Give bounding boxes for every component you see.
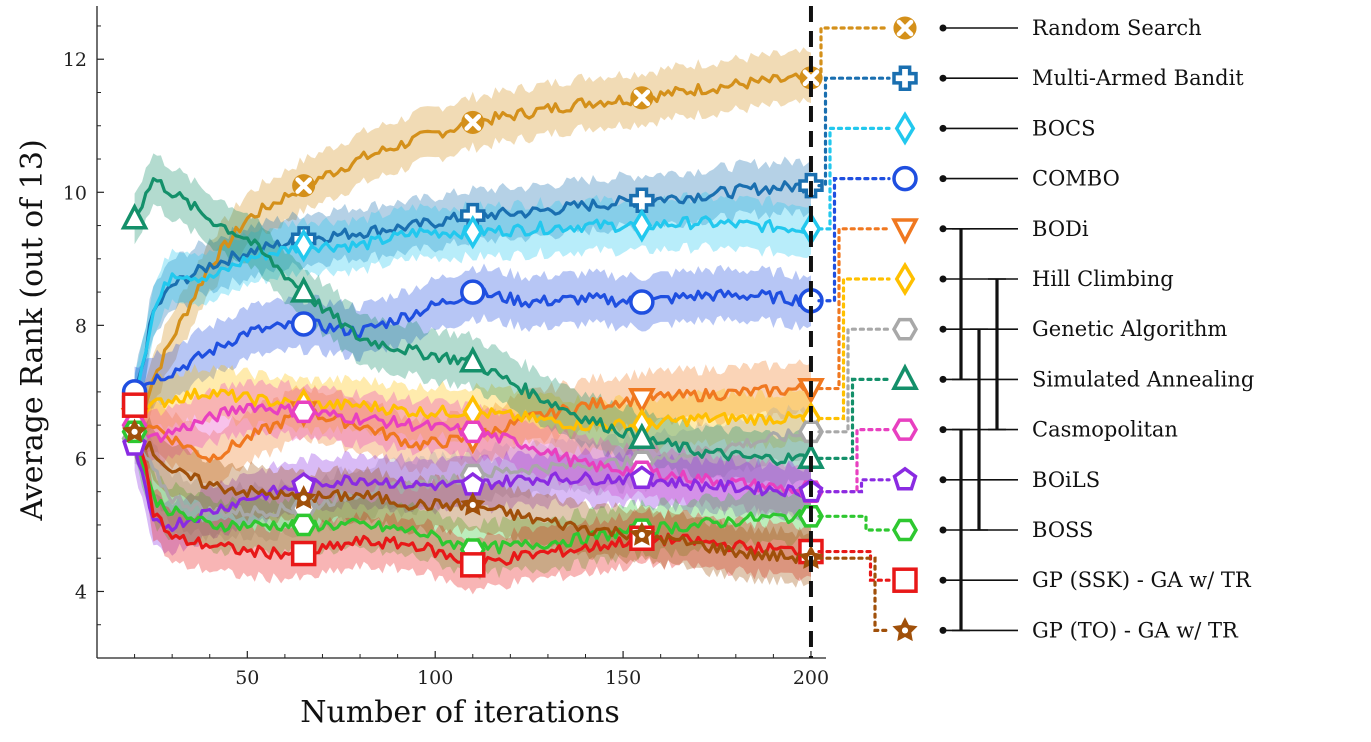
connector-gp-to-ga-w-tr — [817, 556, 891, 632]
legend-label-bodi: BODi — [1032, 217, 1089, 241]
connector-hill-climbing — [817, 277, 891, 421]
marker-gp-to-ga-w-tr-65 — [291, 485, 317, 510]
marker-simulated-annealing-155 — [627, 422, 656, 449]
marker-gp-to-ga-w-tr-20 — [121, 418, 148, 443]
legend-marker-multi-armed-bandit — [892, 65, 918, 91]
marker-random-search-155 — [630, 86, 654, 110]
legend-label-gp-to-ga-w-tr: GP (TO) - GA w/ TR — [1032, 618, 1239, 642]
marker-simulated-annealing-110 — [458, 346, 487, 373]
marker-gp-ssk-ga-w-tr-65 — [290, 540, 317, 567]
legend-marker-hill-climbing — [894, 261, 916, 297]
marker-simulated-annealing-65 — [289, 276, 318, 303]
x-tick-label-200: 200 — [793, 667, 829, 689]
connector-multi-armed-bandit — [817, 76, 891, 188]
legend-label-simulated-annealing: Simulated Annealing — [1032, 367, 1254, 391]
marker-gp-ssk-ga-w-tr-110 — [460, 552, 486, 578]
marker-random-search-65 — [292, 174, 316, 198]
marker-gp-to-ga-w-tr-155 — [629, 521, 655, 546]
series-markers — [120, 66, 825, 578]
marker-bocs-65 — [293, 228, 314, 263]
y-tick-label-8: 8 — [75, 315, 87, 337]
legend-label-genetic-algorithm: Genetic Algorithm — [1032, 317, 1227, 341]
y-axis-title: Average Rank (out of 13) — [15, 139, 50, 521]
legend-label-bocs: BOCS — [1032, 116, 1096, 140]
x-tick-label-150: 150 — [605, 667, 641, 689]
legend-label-multi-armed-bandit: Multi-Armed Bandit — [1032, 66, 1244, 90]
marker-combo-155 — [629, 289, 655, 315]
marker-boss-65 — [290, 513, 317, 537]
connector-genetic-algorithm — [817, 327, 891, 434]
legend-marker-boss — [891, 518, 919, 542]
marker-combo-65 — [290, 311, 317, 337]
legend-marker-gp-to-ga-w-tr — [892, 617, 918, 642]
legend-marker-genetic-algorithm — [891, 317, 919, 341]
connector-gp-ssk-ga-w-tr — [817, 549, 891, 582]
connector-boss — [817, 514, 891, 532]
y-tick-label-4: 4 — [75, 581, 87, 603]
y-tick-label-6: 6 — [75, 448, 87, 470]
marker-gp-ssk-ga-w-tr-20 — [121, 392, 148, 418]
x-tick-label-100: 100 — [417, 667, 453, 689]
connector-random-search — [817, 26, 891, 80]
legend-label-boss: BOSS — [1032, 518, 1093, 542]
connector-bocs — [817, 126, 891, 231]
legend-label-combo: COMBO — [1032, 167, 1120, 191]
marker-simulated-annealing-20 — [120, 203, 149, 230]
marker-bocs-155 — [631, 208, 653, 243]
marker-casmopolitan-65 — [290, 400, 317, 424]
legend-label-random-search: Random Search — [1032, 16, 1202, 40]
axes: 50 100 150 200 4 6 8 10 12 — [63, 6, 829, 689]
marker-multi-armed-bandit-155 — [629, 187, 655, 214]
significance-bars — [952, 228, 1006, 632]
y-tick-label-10: 10 — [63, 182, 87, 204]
legend-label-gp-ssk-ga-w-tr: GP (SSK) - GA w/ TR — [1032, 568, 1252, 592]
legend-marker-bodi — [891, 218, 919, 245]
legend-label-hill-climbing: Hill Climbing — [1032, 267, 1174, 291]
marker-random-search-110 — [461, 110, 485, 134]
x-tick-label-50: 50 — [235, 667, 259, 689]
legend: Random Search Multi-Armed Bandit BOCS COMBO… — [891, 16, 1254, 642]
marker-bocs-110 — [462, 215, 484, 250]
legend-label-boils: BOiLS — [1032, 468, 1100, 492]
connector-combo — [817, 177, 891, 303]
legend-label-casmopolitan: Casmopolitan — [1032, 418, 1178, 442]
legend-marker-boils — [892, 466, 918, 491]
legend-marker-simulated-annealing — [891, 363, 919, 390]
legend-marker-combo — [892, 165, 918, 192]
x-axis-title: Number of iterations — [300, 695, 620, 730]
legend-marker-bocs — [894, 111, 916, 146]
legend-marker-gp-ssk-ga-w-tr — [892, 567, 918, 593]
connector-boils — [817, 478, 891, 494]
legend-marker-random-search — [893, 16, 917, 40]
marker-bodi-155 — [627, 387, 656, 415]
connector-casmopolitan — [817, 428, 891, 494]
marker-boils-155 — [629, 465, 655, 490]
marker-random-search-200 — [799, 66, 823, 90]
legend-connectors — [817, 26, 891, 632]
marker-casmopolitan-110 — [459, 420, 486, 444]
y-tick-label-12: 12 — [63, 49, 87, 71]
legend-marker-casmopolitan — [891, 418, 919, 441]
marker-gp-to-ga-w-tr-110 — [460, 491, 486, 516]
connector-simulated-annealing — [817, 377, 891, 461]
marker-combo-110 — [460, 279, 486, 305]
connector-bodi — [817, 227, 891, 391]
